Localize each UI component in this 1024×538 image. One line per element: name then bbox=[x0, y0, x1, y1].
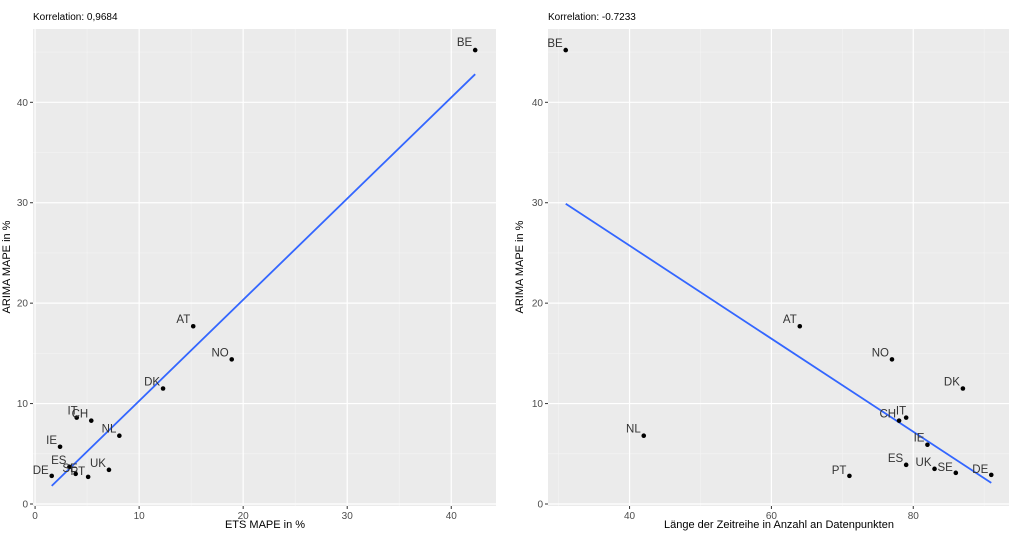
data-point-ch bbox=[88, 418, 94, 423]
data-point-ch bbox=[896, 418, 902, 423]
data-point-be bbox=[472, 47, 478, 53]
data-point-it bbox=[903, 415, 909, 420]
point-label-it: IT bbox=[67, 406, 77, 418]
point-label-be: BE bbox=[457, 37, 473, 49]
data-point-ie bbox=[57, 444, 63, 450]
point-label-at: AT bbox=[176, 314, 190, 326]
x-tick-label: 20 bbox=[238, 511, 250, 522]
point-label-nl: NL bbox=[626, 424, 641, 436]
data-point-at bbox=[797, 323, 803, 329]
point-label-be: BE bbox=[547, 38, 563, 50]
x-axis-label: ETS MAPE in % bbox=[225, 519, 305, 531]
point-label-se: SE bbox=[62, 463, 78, 475]
y-tick-label: 30 bbox=[17, 198, 29, 209]
data-point-no bbox=[889, 357, 895, 362]
y-tick-label: 10 bbox=[17, 399, 29, 410]
x-tick-label: 10 bbox=[134, 511, 146, 522]
point-label-es: ES bbox=[51, 455, 67, 467]
point-label-ch: CH bbox=[72, 409, 89, 421]
y-tick-label: 10 bbox=[532, 399, 544, 410]
point-label-at: AT bbox=[783, 314, 797, 326]
data-point-ie bbox=[925, 442, 930, 448]
point-label-ch: CH bbox=[879, 409, 896, 421]
x-tick-label: 60 bbox=[766, 511, 778, 522]
y-tick-label: 0 bbox=[22, 499, 28, 510]
data-point-dk bbox=[160, 386, 166, 391]
y-tick-label: 20 bbox=[17, 299, 29, 310]
y-tick-label: 0 bbox=[537, 499, 543, 510]
point-label-pt: PT bbox=[70, 466, 85, 478]
data-point-pt bbox=[85, 474, 91, 480]
y-tick-label: 30 bbox=[532, 198, 544, 209]
point-label-pt: PT bbox=[832, 465, 847, 477]
point-label-it: IT bbox=[896, 406, 906, 418]
data-point-uk bbox=[932, 466, 937, 472]
data-point-no bbox=[229, 357, 235, 362]
y-tick-label: 40 bbox=[532, 98, 544, 109]
regression-line bbox=[51, 73, 476, 487]
point-label-de: DE bbox=[33, 465, 49, 477]
point-label-dk: DK bbox=[144, 377, 160, 389]
point-label-se: SE bbox=[937, 462, 953, 474]
plot-background bbox=[33, 29, 496, 506]
data-point-pt bbox=[847, 473, 852, 479]
correlation-annotation: Korrelation: 0,9684 bbox=[33, 12, 118, 23]
data-point-de bbox=[49, 473, 55, 479]
y-tick-label: 20 bbox=[532, 299, 544, 310]
plot-background bbox=[548, 29, 1009, 506]
data-point-at bbox=[190, 323, 196, 329]
point-label-de: DE bbox=[972, 464, 988, 476]
point-label-ie: IE bbox=[46, 435, 57, 447]
point-label-no: NO bbox=[872, 347, 889, 359]
data-point-es bbox=[903, 462, 909, 468]
data-point-se bbox=[73, 471, 78, 477]
x-tick-label: 30 bbox=[342, 511, 354, 522]
x-tick-label: 40 bbox=[446, 511, 458, 522]
data-point-dk bbox=[960, 386, 966, 391]
data-point-de bbox=[988, 472, 994, 478]
regression-line bbox=[565, 202, 992, 484]
point-label-es: ES bbox=[888, 453, 904, 465]
x-axis-label: Länge der Zeitreihe in Anzahl an Datenpu… bbox=[664, 519, 894, 531]
point-label-uk: UK bbox=[90, 458, 106, 470]
x-tick-label: 80 bbox=[908, 511, 920, 522]
x-tick-label: 0 bbox=[32, 511, 38, 522]
point-label-uk: UK bbox=[916, 457, 932, 469]
data-point-uk bbox=[106, 467, 112, 473]
point-label-ie: IE bbox=[914, 433, 925, 445]
x-tick-label: 40 bbox=[624, 511, 636, 522]
data-point-nl bbox=[641, 433, 647, 439]
y-tick-label: 40 bbox=[17, 98, 29, 109]
data-point-it bbox=[74, 415, 79, 420]
point-label-no: NO bbox=[211, 347, 228, 359]
data-point-nl bbox=[117, 433, 122, 439]
correlation-annotation: Korrelation: -0.7233 bbox=[548, 12, 636, 23]
data-point-es bbox=[67, 464, 72, 470]
point-label-nl: NL bbox=[102, 424, 117, 436]
point-label-dk: DK bbox=[944, 377, 960, 389]
y-axis-label: ARIMA MAPE in % bbox=[514, 220, 526, 313]
y-axis-label: ARIMA MAPE in % bbox=[1, 220, 13, 313]
data-point-be bbox=[563, 47, 569, 53]
data-point-se bbox=[953, 470, 959, 476]
